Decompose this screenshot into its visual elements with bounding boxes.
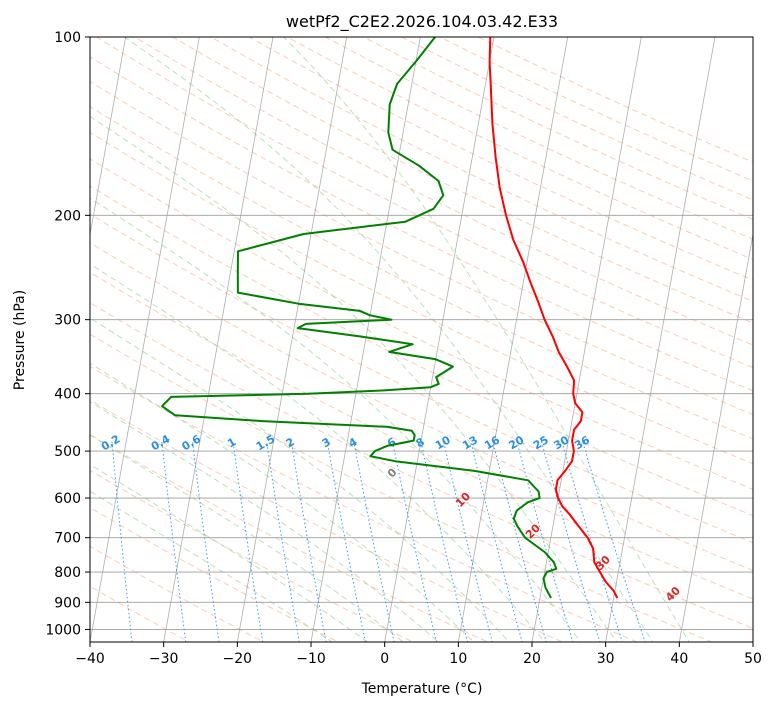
y-tick-label: 700 bbox=[54, 531, 81, 547]
y-tick-label: 600 bbox=[54, 491, 81, 507]
moist-adiabat-line bbox=[90, 362, 475, 642]
mixing-ratio-line bbox=[516, 440, 574, 642]
dry-adiabat-line bbox=[90, 333, 714, 642]
dry-adiabat-line bbox=[90, 469, 415, 642]
mixing-ratio-line bbox=[161, 440, 187, 642]
dewpoint-profile-line bbox=[161, 37, 558, 599]
x-tick-label: −40 bbox=[75, 651, 105, 667]
dry-adiabat-line bbox=[95, 37, 753, 369]
mixing-ratio-line bbox=[232, 440, 264, 642]
chart-title: wetPf2_C2E2.2026.104.03.42.E33 bbox=[286, 12, 558, 32]
dry-adiabat-label: -10 bbox=[0, 415, 18, 439]
dry-adiabat-line bbox=[90, 545, 265, 642]
y-axis-label: Pressure (hPa) bbox=[12, 290, 28, 390]
isotherm-line bbox=[310, 37, 421, 642]
y-tick-label: 300 bbox=[54, 313, 81, 329]
isotherm-line bbox=[90, 37, 127, 237]
x-tick-label: 0 bbox=[380, 651, 389, 667]
isotherm-line bbox=[678, 232, 753, 642]
isotherm-line bbox=[752, 639, 753, 642]
moist-adiabat-line bbox=[90, 263, 546, 642]
dry-adiabat-line bbox=[171, 37, 753, 324]
plot-frame bbox=[89, 36, 754, 643]
y-tick-label: 200 bbox=[54, 208, 81, 224]
x-tick-label: −20 bbox=[223, 651, 253, 667]
x-tick-label: 50 bbox=[744, 651, 762, 667]
x-tick-label: 20 bbox=[523, 651, 541, 667]
plot-background bbox=[90, 37, 753, 642]
x-tick-label: −10 bbox=[296, 651, 326, 667]
y-tick-label: 1000 bbox=[45, 622, 81, 638]
profile-traces bbox=[161, 37, 619, 599]
moist-adiabat-line bbox=[90, 115, 618, 642]
temperature-profile-line bbox=[488, 37, 619, 599]
moist-adiabat-line bbox=[90, 401, 440, 642]
isotherm-line bbox=[457, 37, 569, 642]
dry-adiabat-line bbox=[90, 434, 489, 642]
x-tick-label: −30 bbox=[149, 651, 179, 667]
mixing-ratio-line bbox=[470, 440, 523, 642]
dry-adiabat-line bbox=[90, 302, 753, 630]
dry-adiabat-line bbox=[90, 213, 753, 544]
moist-adiabat-line bbox=[90, 490, 334, 642]
y-tick-label: 800 bbox=[54, 565, 81, 581]
y-tick-label: 400 bbox=[54, 387, 81, 403]
axes: −40 −30 −20 −10 0 10 20 30 40 50 100 200 300 400 500 60… bbox=[45, 30, 762, 667]
mixing-ratio-line bbox=[442, 440, 493, 642]
mixing-ratio-line bbox=[540, 440, 601, 642]
y-tick-label: 100 bbox=[54, 30, 81, 46]
x-tick-label: 10 bbox=[449, 651, 467, 667]
mixing-ratio-line bbox=[111, 440, 133, 642]
moist-adiabat-line bbox=[123, 37, 654, 642]
x-tick-label: 30 bbox=[597, 651, 615, 667]
moist-adiabat-line bbox=[282, 37, 690, 642]
dry-adiabat-line bbox=[90, 106, 753, 440]
isotherm-line bbox=[90, 37, 200, 642]
mixing-ratio-line bbox=[492, 440, 547, 642]
mixing-ratio-line bbox=[191, 440, 220, 642]
isotherm-line bbox=[531, 37, 642, 642]
dry-adiabat-line bbox=[90, 185, 753, 517]
isotherm-line bbox=[384, 37, 495, 642]
isotherm-line bbox=[236, 37, 348, 642]
dry-adiabat-line bbox=[90, 507, 340, 642]
dry-adiabat-line bbox=[90, 399, 564, 642]
x-axis-label: Temperature (°C) bbox=[361, 681, 483, 697]
isotherm-line bbox=[605, 37, 716, 642]
y-tick-label: 500 bbox=[54, 444, 81, 460]
isotherm-line bbox=[163, 37, 274, 642]
dry-adiabat-line bbox=[90, 56, 753, 392]
dry-adiabat-line bbox=[90, 365, 639, 642]
dry-adiabat-line bbox=[90, 271, 753, 600]
moist-adiabat-line bbox=[90, 463, 369, 642]
isotherm-line bbox=[0, 10, 57, 654]
x-tick-label: 40 bbox=[670, 651, 688, 667]
y-tick-label: 900 bbox=[54, 595, 81, 611]
moist-adiabat-line bbox=[90, 197, 582, 642]
